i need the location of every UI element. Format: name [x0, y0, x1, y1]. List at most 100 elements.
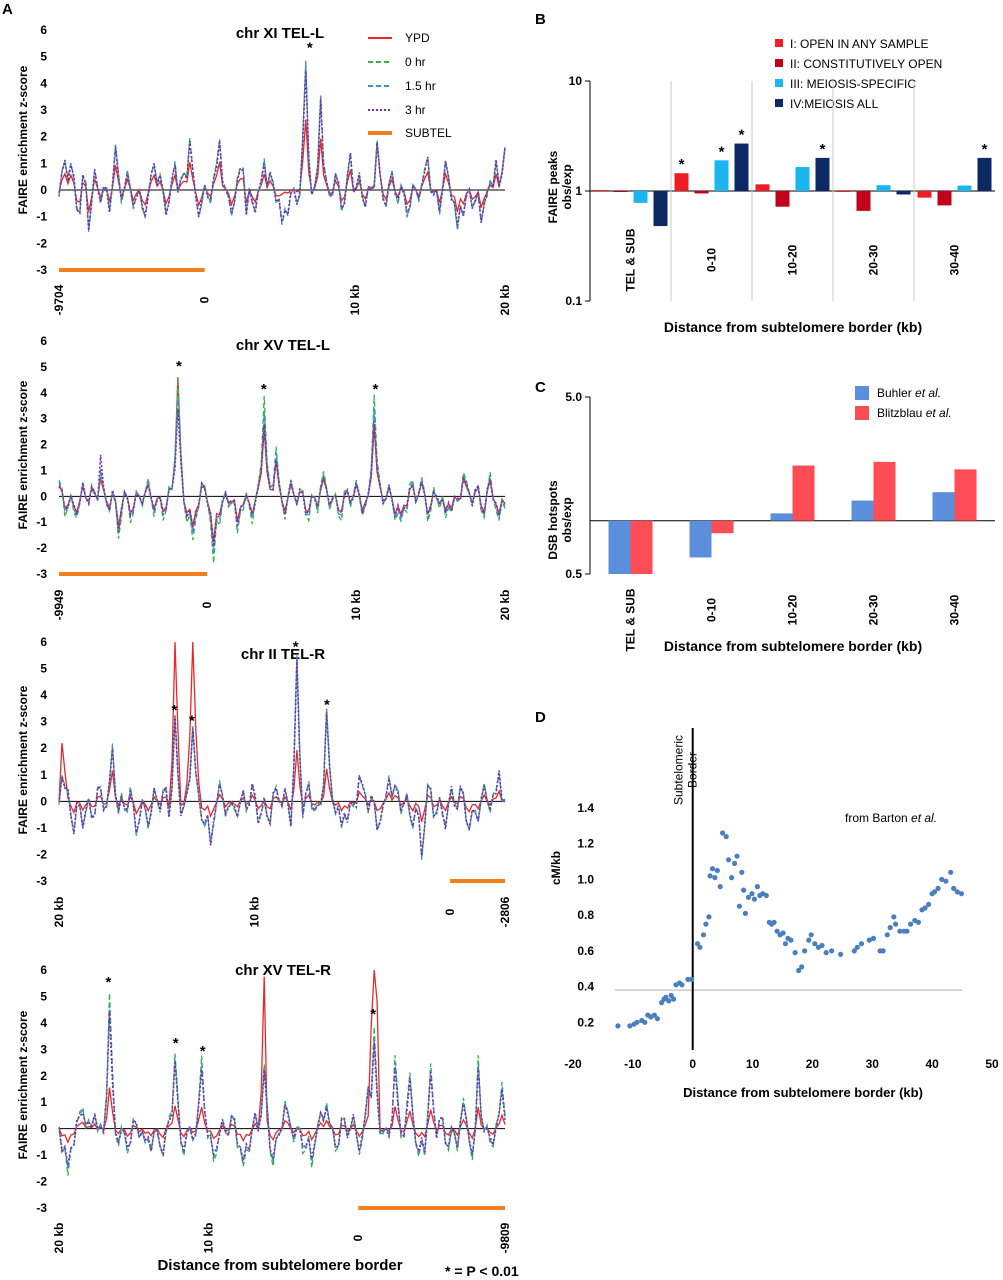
chart-title: chr XI TEL-L: [236, 25, 324, 42]
data-point: [880, 948, 886, 954]
data-point: [654, 1016, 661, 1022]
x-tick-label: 10 kb: [202, 1223, 216, 1254]
data-point: [812, 941, 818, 947]
y-tick-label: 1: [40, 1095, 47, 1109]
data-point: [806, 937, 812, 943]
significance-star: *: [373, 381, 379, 398]
data-point: [703, 921, 709, 927]
category-label: TEL & SUB: [624, 588, 638, 651]
chart-title: chr XV TEL-R: [235, 962, 331, 979]
data-point: [709, 866, 716, 872]
data-point: [958, 891, 965, 897]
x-tick-label: 0: [198, 296, 212, 303]
x-tick-label: 0: [351, 1234, 365, 1241]
data-point: [802, 948, 808, 954]
data-point: [854, 944, 860, 950]
series-line-3hr: [58, 659, 506, 857]
data-point: [893, 921, 899, 927]
bar: [795, 167, 810, 191]
significance-star: *: [200, 1043, 206, 1060]
y-axis-label: FAIRE enrichment z-score: [16, 1010, 30, 1159]
x-tick-label: 20 kb: [52, 897, 66, 928]
y-tick-label: 0: [40, 1122, 47, 1136]
y-tick-label: 1: [575, 184, 582, 198]
x-tick-label: -10: [624, 1057, 642, 1071]
data-point: [717, 884, 723, 890]
y-tick-label: 2: [40, 1069, 47, 1083]
data-point: [935, 885, 941, 892]
series-line-ypd: [58, 969, 506, 1144]
legend-swatch: [775, 79, 783, 87]
significance-star: *: [982, 141, 988, 158]
legend-subtel-label: SUBTEL: [405, 126, 452, 140]
y-tick-label: 0.4: [577, 980, 594, 994]
legend: YPD 0 hr 1.5 hr 3 hr SUBTEL: [368, 31, 452, 140]
y-tick-label: 4: [40, 76, 47, 90]
bar: [653, 191, 668, 227]
y-tick-label: 5: [40, 989, 47, 1003]
legend-ypd-label: YPD: [405, 31, 430, 45]
y-tick-label: -2: [36, 236, 47, 250]
y-tick-label: 0: [40, 794, 47, 808]
x-tick-label: 20 kb: [52, 1223, 66, 1254]
bar: [633, 191, 648, 203]
series-line-3hr: [58, 409, 506, 547]
series-line-15hr: [58, 395, 506, 554]
series-line-ypd: [58, 641, 506, 822]
bar: [815, 157, 830, 191]
x-tick-label: 20 kb: [498, 285, 512, 316]
significance-star: *: [173, 1035, 179, 1052]
data-point: [922, 905, 928, 911]
y-tick-label: 2: [40, 130, 47, 144]
significance-star: *: [739, 127, 745, 144]
data-point: [838, 951, 844, 958]
x-tick-label: 0: [200, 601, 214, 608]
x-tick-label: 20 kb: [498, 590, 512, 621]
chart-title: chr II TEL-R: [241, 646, 325, 663]
y-tick-label: 0: [40, 183, 47, 197]
y-tick-label: 3: [40, 412, 47, 426]
x-tick-label: 0: [443, 908, 457, 915]
y-tick-label: -1: [36, 210, 47, 224]
x-axis-label: Distance from subtelomere border (kb): [664, 319, 922, 335]
y-tick-label: 4: [40, 386, 47, 400]
y-axis-label-line1: FAIRE peaks: [546, 150, 560, 223]
data-point: [751, 896, 758, 902]
category-label: 10-20: [786, 594, 800, 625]
x-tick-label: -20: [564, 1057, 582, 1071]
y-axis-label: FAIRE enrichment z-score: [16, 65, 30, 214]
bar: [694, 191, 709, 194]
chr-ii-tel-r-chart: chr II TEL-R FAIRE enrichment z-score -3…: [16, 635, 512, 927]
data-point: [706, 914, 712, 920]
series-line-ypd: [58, 377, 506, 543]
data-point: [663, 994, 669, 1000]
significance-star: *: [189, 713, 195, 730]
data-point: [951, 885, 957, 892]
data-point: [904, 928, 910, 934]
category-label: 20-30: [867, 594, 881, 625]
data-point: [887, 925, 893, 931]
bar: [689, 520, 712, 558]
y-tick-label: 0.5: [565, 567, 582, 581]
panel-label-d: D: [535, 709, 546, 726]
y-tick-label: 5: [40, 50, 47, 64]
y-tick-label: 6: [40, 23, 47, 37]
bar: [957, 185, 972, 191]
data-point: [884, 932, 890, 938]
y-tick-label: 6: [40, 635, 47, 649]
legend-swatch: [855, 386, 869, 400]
category-label: 10-20: [786, 244, 800, 275]
data-point: [736, 903, 743, 909]
series-line-0hr: [58, 993, 506, 1176]
series-line-15hr: [58, 61, 506, 231]
data-point: [948, 869, 954, 875]
bar: [734, 143, 749, 191]
y-tick-label: 3: [40, 1042, 47, 1056]
y-tick-label: -2: [36, 847, 47, 861]
x-axis-label: Distance from subtelomere border: [157, 1257, 402, 1274]
category-label: 0-10: [705, 248, 719, 272]
data-point: [720, 830, 726, 836]
data-point: [808, 932, 814, 938]
bar: [792, 465, 815, 521]
bar: [608, 520, 631, 574]
